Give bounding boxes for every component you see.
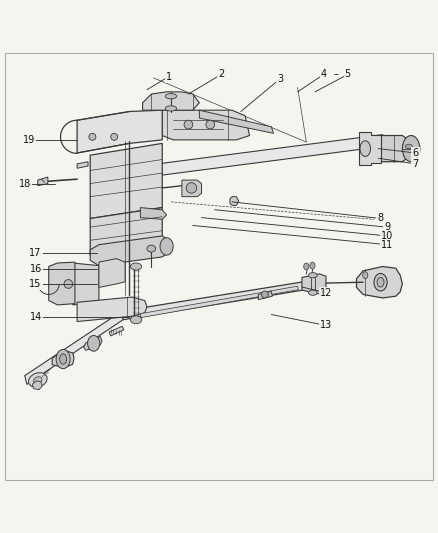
Ellipse shape xyxy=(406,144,413,149)
Polygon shape xyxy=(84,336,102,350)
Ellipse shape xyxy=(206,120,215,129)
Polygon shape xyxy=(38,177,48,185)
Ellipse shape xyxy=(28,373,47,387)
Text: 6: 6 xyxy=(413,148,419,158)
Text: 7: 7 xyxy=(412,159,419,169)
Ellipse shape xyxy=(374,273,387,291)
Text: 19: 19 xyxy=(23,135,35,145)
Ellipse shape xyxy=(88,335,100,351)
Ellipse shape xyxy=(131,316,142,324)
Text: 10: 10 xyxy=(381,231,393,241)
Ellipse shape xyxy=(363,272,368,279)
Ellipse shape xyxy=(403,135,420,161)
Text: 8: 8 xyxy=(378,214,384,223)
Polygon shape xyxy=(52,350,74,368)
Polygon shape xyxy=(32,381,42,390)
Ellipse shape xyxy=(60,354,67,364)
Ellipse shape xyxy=(165,106,177,111)
Ellipse shape xyxy=(261,291,268,298)
Ellipse shape xyxy=(147,245,155,252)
Polygon shape xyxy=(127,135,383,180)
Polygon shape xyxy=(143,92,199,110)
Polygon shape xyxy=(258,292,272,300)
Text: 9: 9 xyxy=(384,222,390,232)
Ellipse shape xyxy=(56,350,70,369)
Polygon shape xyxy=(77,297,147,321)
Text: 4: 4 xyxy=(321,69,327,79)
Ellipse shape xyxy=(308,290,317,295)
Ellipse shape xyxy=(89,133,96,140)
Ellipse shape xyxy=(304,263,309,270)
Polygon shape xyxy=(359,132,381,165)
Polygon shape xyxy=(99,259,125,287)
Polygon shape xyxy=(109,326,124,336)
Ellipse shape xyxy=(34,377,42,383)
Polygon shape xyxy=(25,311,123,384)
Ellipse shape xyxy=(310,262,315,269)
Text: 3: 3 xyxy=(277,74,283,84)
Text: 12: 12 xyxy=(320,288,332,298)
Text: –: – xyxy=(334,69,339,79)
Ellipse shape xyxy=(186,183,197,193)
Polygon shape xyxy=(90,143,162,219)
Polygon shape xyxy=(141,286,298,318)
Ellipse shape xyxy=(377,277,384,287)
Ellipse shape xyxy=(308,272,317,278)
Text: 11: 11 xyxy=(381,240,393,249)
Polygon shape xyxy=(182,180,201,197)
Polygon shape xyxy=(230,197,239,205)
Text: 16: 16 xyxy=(29,264,42,273)
Polygon shape xyxy=(77,161,88,168)
Polygon shape xyxy=(199,110,274,133)
Polygon shape xyxy=(357,266,403,298)
Ellipse shape xyxy=(160,238,173,255)
Text: 15: 15 xyxy=(29,279,42,289)
Polygon shape xyxy=(49,262,75,305)
Polygon shape xyxy=(77,110,162,153)
Text: 2: 2 xyxy=(218,69,224,79)
Polygon shape xyxy=(122,281,308,320)
Polygon shape xyxy=(162,110,250,140)
Text: 17: 17 xyxy=(29,248,42,259)
Ellipse shape xyxy=(64,280,73,288)
Text: 5: 5 xyxy=(345,69,351,79)
Polygon shape xyxy=(141,207,166,220)
Ellipse shape xyxy=(131,263,142,270)
Polygon shape xyxy=(370,135,411,161)
Polygon shape xyxy=(90,207,162,256)
Polygon shape xyxy=(90,236,171,265)
Ellipse shape xyxy=(360,141,371,157)
Text: 1: 1 xyxy=(166,71,172,82)
Ellipse shape xyxy=(184,120,193,129)
Ellipse shape xyxy=(111,133,118,140)
Polygon shape xyxy=(73,263,99,305)
Polygon shape xyxy=(302,274,326,294)
Text: 14: 14 xyxy=(29,312,42,322)
Text: 18: 18 xyxy=(18,179,31,189)
Ellipse shape xyxy=(165,94,177,99)
Text: 13: 13 xyxy=(320,320,332,330)
